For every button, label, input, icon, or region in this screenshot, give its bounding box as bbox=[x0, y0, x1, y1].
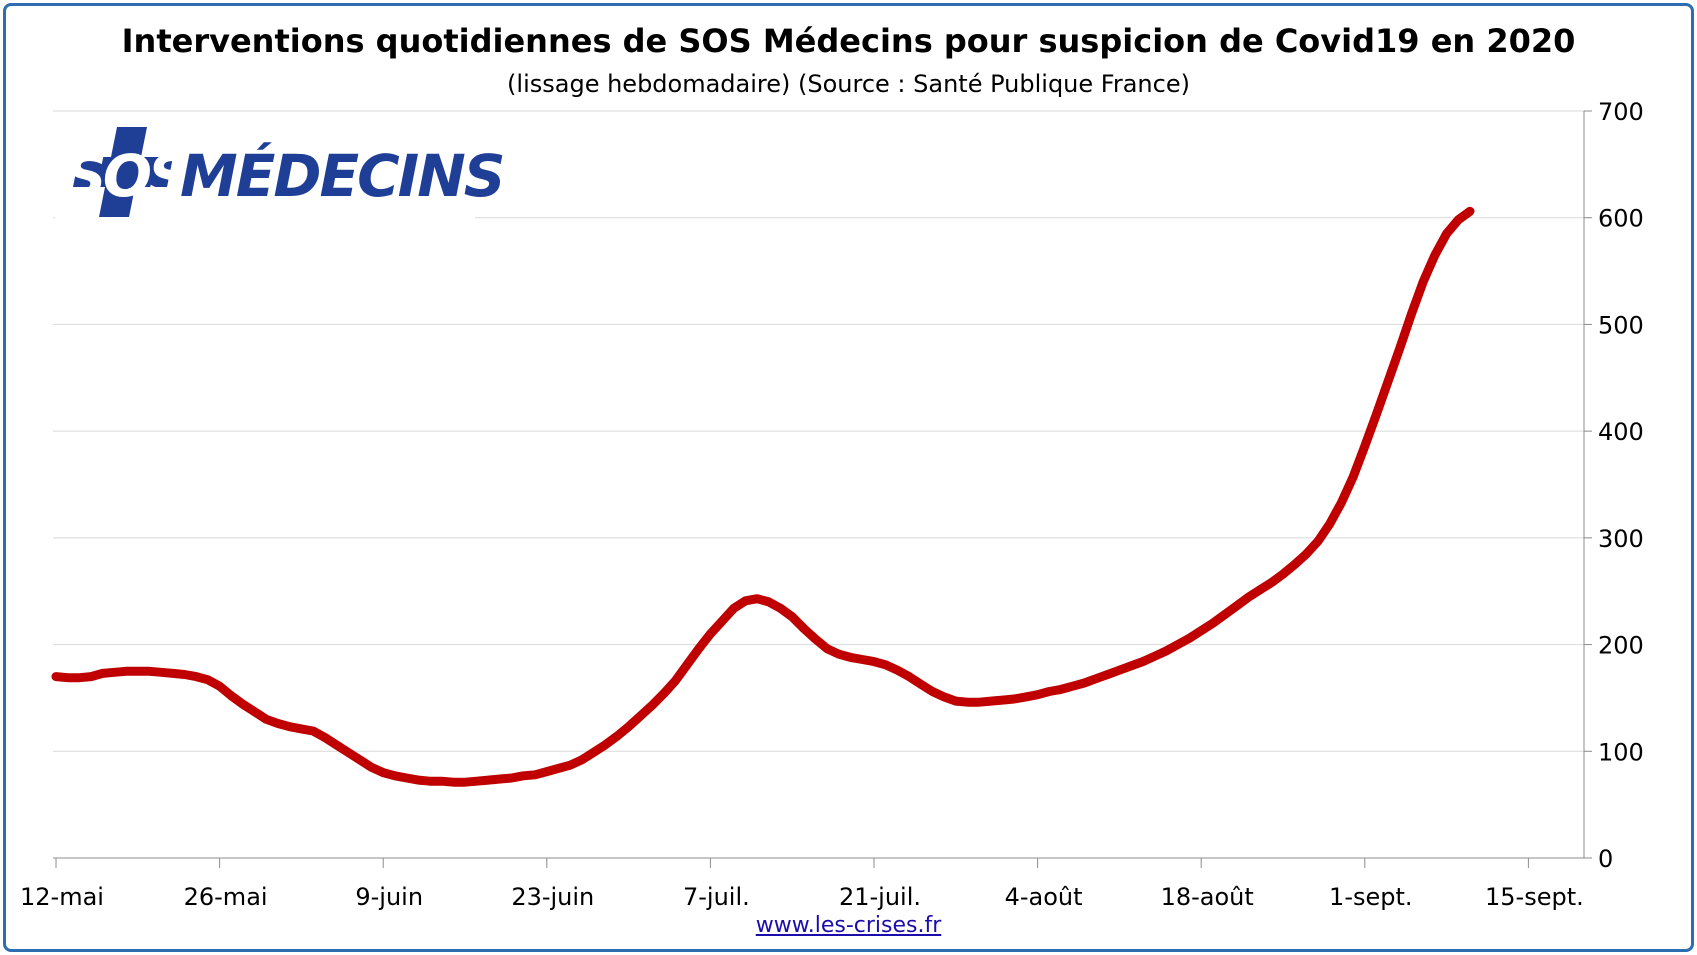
y-tick-label: 200 bbox=[1598, 632, 1644, 660]
y-axis: 0 100 200 300 400 500 600 700 bbox=[1583, 98, 1644, 873]
x-tick-label: 12-mai bbox=[20, 883, 104, 911]
sos-medecins-logo: SOS MÉDECINS bbox=[55, 112, 506, 232]
x-tick-label: 4-août bbox=[1005, 883, 1083, 911]
chart-title: Interventions quotidiennes de SOS Médeci… bbox=[121, 22, 1576, 60]
x-tick-label: 9-juin bbox=[355, 883, 423, 911]
x-tick-label: 23-juin bbox=[511, 883, 594, 911]
source-link[interactable]: www.les-crises.fr bbox=[755, 913, 942, 938]
y-tick-label: 700 bbox=[1598, 98, 1644, 126]
chart-subtitle: (lissage hebdomadaire) (Source : Santé P… bbox=[507, 70, 1190, 98]
gridlines bbox=[53, 110, 1584, 752]
x-tick-label: 1-sept. bbox=[1329, 883, 1412, 911]
x-tick-label: 18-août bbox=[1161, 883, 1254, 911]
y-tick-label: 100 bbox=[1598, 738, 1644, 766]
logo-medecins-text: MÉDECINS bbox=[180, 142, 506, 210]
series-line bbox=[51, 206, 1475, 787]
y-tick-label: 400 bbox=[1598, 418, 1644, 446]
x-tick-label: 26-mai bbox=[184, 883, 268, 911]
y-tick-label: 300 bbox=[1598, 525, 1644, 553]
medical-cross-icon bbox=[73, 127, 173, 217]
y-tick-label: 600 bbox=[1598, 205, 1644, 233]
y-tick-label: 0 bbox=[1598, 845, 1613, 873]
x-tick-label: 7-juil. bbox=[683, 883, 750, 911]
x-tick-label: 15-sept. bbox=[1485, 883, 1584, 911]
x-axis: 12-mai 26-mai 9-juin 23-juin 7-juil. 21-juil.… bbox=[20, 857, 1584, 911]
x-tick-label: 21-juil. bbox=[839, 883, 921, 911]
y-tick-label: 500 bbox=[1598, 311, 1644, 339]
logo-sos-text: SOS bbox=[65, 142, 190, 210]
